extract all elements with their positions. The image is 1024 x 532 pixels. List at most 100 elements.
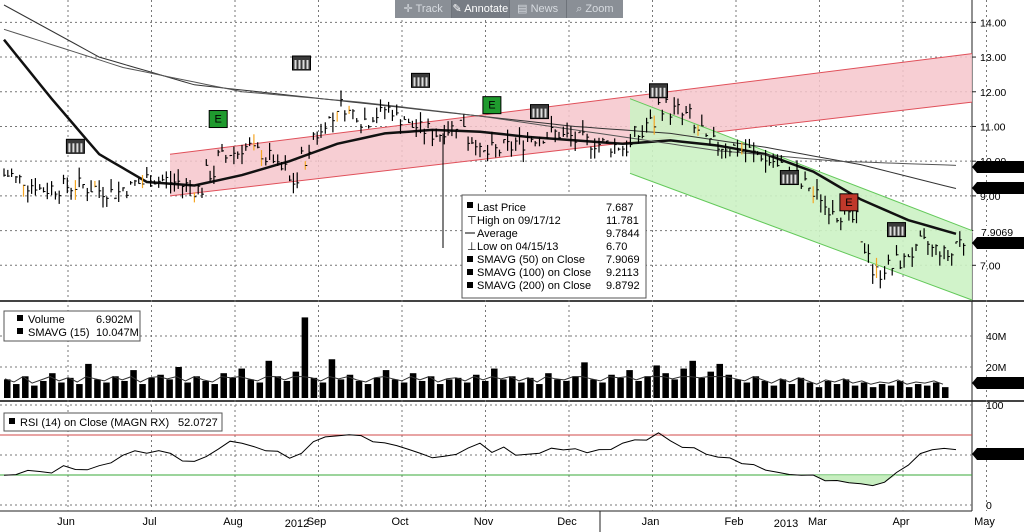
volume-bar[interactable]	[283, 380, 291, 398]
corporate-action-icon[interactable]	[887, 222, 906, 238]
corporate-action-icon[interactable]	[779, 170, 799, 186]
volume-bar[interactable]	[373, 377, 381, 398]
volume-bar[interactable]	[905, 387, 913, 398]
volume-bar[interactable]	[698, 377, 705, 398]
volume-bar[interactable]	[67, 377, 74, 398]
volume-bar[interactable]	[662, 373, 669, 398]
volume-bar[interactable]	[382, 370, 390, 398]
earnings-icon[interactable]	[839, 193, 859, 212]
volume-bar[interactable]	[220, 373, 227, 398]
volume-bar[interactable]	[292, 371, 300, 398]
volume-bar[interactable]	[22, 376, 29, 398]
volume-bar[interactable]	[211, 384, 218, 398]
volume-bar[interactable]	[491, 368, 498, 398]
volume-bar[interactable]	[635, 380, 642, 398]
volume-bar[interactable]	[103, 382, 110, 399]
volume-bar[interactable]	[581, 362, 588, 398]
volume-bar[interactable]	[770, 385, 778, 398]
volume-bar[interactable]	[869, 387, 877, 398]
volume-bar[interactable]	[590, 379, 597, 398]
volume-bar[interactable]	[572, 376, 579, 398]
volume-bar[interactable]	[463, 382, 471, 399]
volume-panel[interactable]	[4, 317, 949, 398]
volume-bar[interactable]	[788, 384, 796, 398]
volume-bar[interactable]	[743, 382, 751, 399]
volume-bar[interactable]	[500, 379, 507, 398]
volume-bar[interactable]	[896, 380, 904, 398]
price-panel[interactable]: E E E	[3, 4, 973, 301]
volume-bar[interactable]	[752, 376, 760, 398]
volume-bar[interactable]	[265, 360, 273, 398]
volume-bar[interactable]	[427, 376, 435, 398]
volume-bar[interactable]	[617, 377, 624, 398]
volume-bar[interactable]	[85, 363, 92, 398]
volume-bar[interactable]	[157, 374, 164, 398]
corporate-action-icon[interactable]	[65, 138, 85, 154]
volume-bar[interactable]	[779, 379, 787, 398]
earnings-icon[interactable]	[208, 110, 228, 129]
toolbar-annotate-button[interactable]: ✎ Annotate	[452, 0, 510, 18]
corporate-action-icon[interactable]	[292, 55, 311, 71]
volume-bar[interactable]	[94, 379, 101, 398]
volume-bar[interactable]	[842, 379, 850, 398]
volume-bar[interactable]	[319, 382, 327, 399]
volume-bar[interactable]	[707, 371, 715, 398]
volume-bar[interactable]	[860, 382, 868, 399]
volume-bar[interactable]	[482, 380, 489, 398]
volume-bar[interactable]	[328, 359, 336, 398]
volume-bar[interactable]	[833, 384, 841, 398]
volume-bar[interactable]	[355, 380, 363, 398]
volume-bar[interactable]	[40, 380, 47, 398]
volume-bar[interactable]	[472, 374, 480, 398]
volume-bar[interactable]	[274, 376, 282, 398]
volume-bar[interactable]	[346, 374, 354, 398]
volume-bar[interactable]	[454, 377, 462, 398]
volume-bar[interactable]	[932, 382, 940, 399]
volume-bar[interactable]	[716, 363, 724, 398]
volume-bar[interactable]	[31, 385, 38, 398]
volume-bar[interactable]	[58, 382, 65, 399]
volume-bar[interactable]	[112, 376, 119, 398]
volume-bar[interactable]	[851, 385, 859, 398]
volume-bar[interactable]	[49, 373, 56, 398]
toolbar-track-button[interactable]: ✛ Track	[395, 0, 453, 18]
volume-bar[interactable]	[815, 387, 823, 398]
corporate-action-icon[interactable]	[649, 83, 668, 99]
rsi-line[interactable]	[3, 432, 957, 487]
volume-bar[interactable]	[509, 376, 516, 398]
volume-bar[interactable]	[941, 387, 949, 398]
volume-bar[interactable]	[545, 373, 552, 398]
corporate-action-icon[interactable]	[530, 104, 549, 120]
volume-bar[interactable]	[184, 382, 191, 399]
volume-bar[interactable]	[310, 377, 318, 398]
volume-bar[interactable]	[563, 380, 570, 398]
volume-bar[interactable]	[671, 379, 678, 398]
volume-bar[interactable]	[247, 379, 255, 398]
volume-bar[interactable]	[761, 380, 769, 398]
volume-bar[interactable]	[4, 379, 11, 398]
corporate-action-icon[interactable]	[411, 72, 430, 88]
volume-bar[interactable]	[166, 379, 173, 398]
volume-bar[interactable]	[725, 374, 733, 398]
volume-bar[interactable]	[175, 367, 182, 398]
volume-bar[interactable]	[599, 382, 606, 399]
rsi-panel[interactable]	[0, 432, 972, 487]
volume-bar[interactable]	[229, 377, 236, 398]
toolbar-zoom-button[interactable]: ⌕ Zoom	[576, 3, 614, 15]
volume-bar[interactable]	[445, 379, 453, 398]
volume-bar[interactable]	[797, 377, 805, 398]
volume-bar[interactable]	[13, 384, 20, 398]
volume-bar[interactable]	[256, 382, 264, 399]
volume-bar[interactable]	[337, 379, 345, 398]
volume-bar[interactable]	[887, 385, 895, 398]
volume-bar[interactable]	[923, 385, 931, 398]
volume-bar[interactable]	[409, 373, 417, 398]
toolbar-news-button[interactable]: ▤ News	[510, 0, 567, 18]
volume-bar[interactable]	[878, 384, 886, 398]
volume-bar[interactable]	[436, 384, 444, 398]
volume-bar[interactable]	[554, 379, 561, 398]
volume-bar[interactable]	[914, 384, 922, 398]
volume-bar[interactable]	[238, 368, 246, 398]
volume-bar[interactable]	[608, 374, 615, 398]
